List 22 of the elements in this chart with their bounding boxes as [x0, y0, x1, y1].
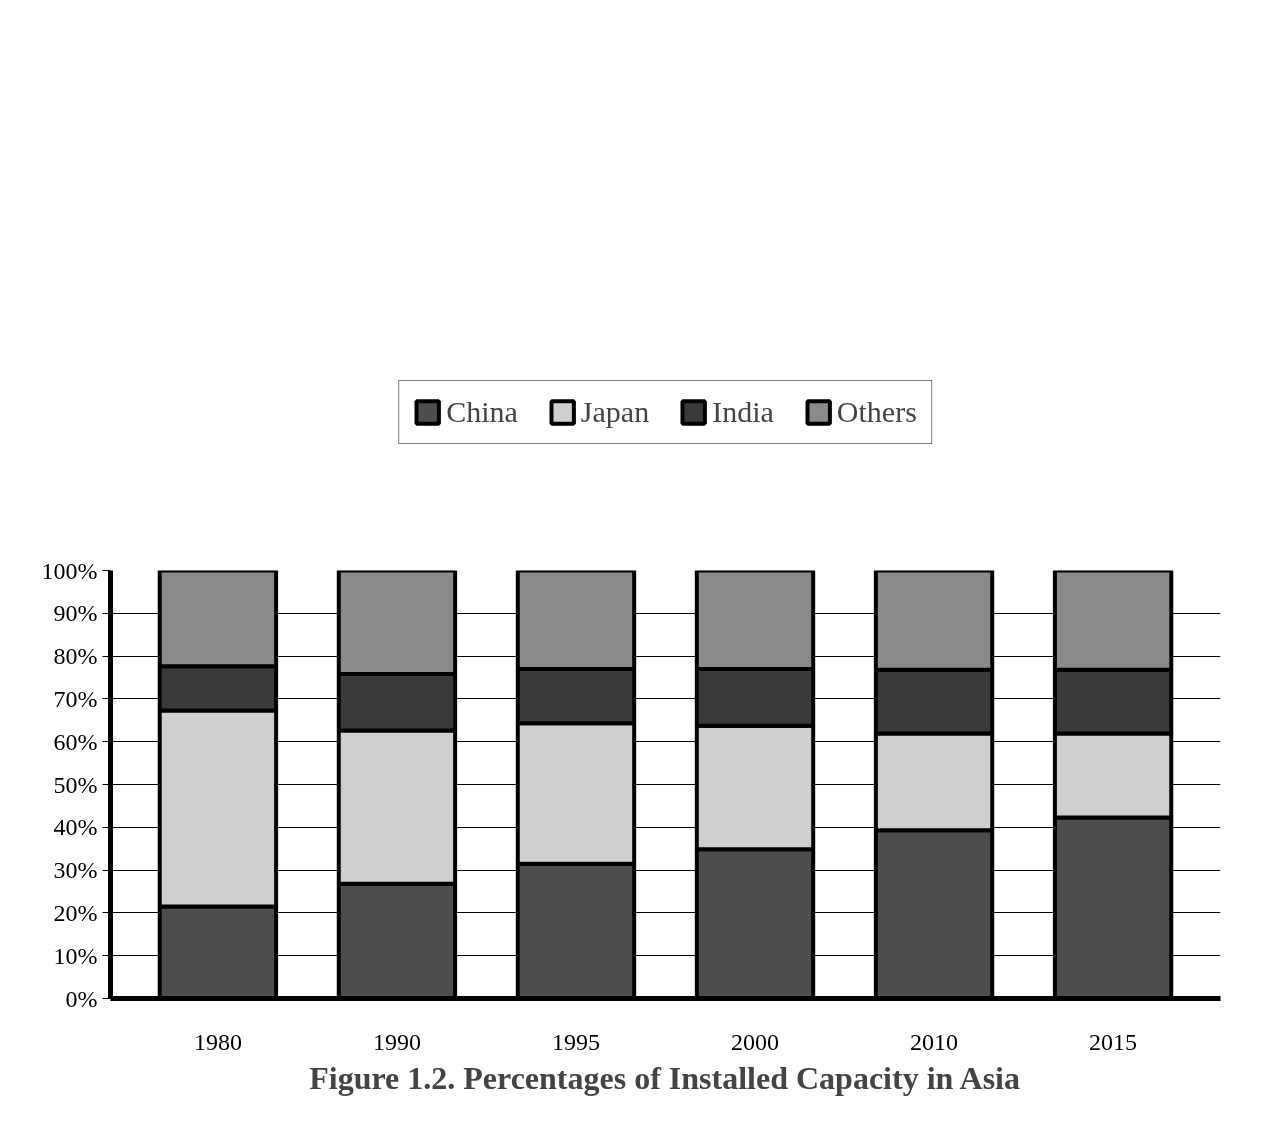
y-tick-label: 20% — [53, 899, 98, 926]
y-tick-label: 90% — [53, 600, 98, 627]
x-tick-label: 1995 — [551, 1028, 600, 1055]
x-tick-label: 2010 — [910, 1028, 959, 1055]
y-tick-label: 60% — [53, 728, 98, 755]
legend-label: India — [712, 394, 774, 429]
y-tick-label: 80% — [53, 643, 98, 670]
y-tick-label: 30% — [53, 857, 98, 884]
legend-label: Japan — [580, 394, 650, 429]
x-tick-label: 2015 — [1089, 1028, 1138, 1055]
x-tick-label: 1990 — [372, 1028, 421, 1055]
legend-label: China — [446, 394, 518, 429]
x-tick-label: 2000 — [731, 1028, 780, 1055]
y-tick-label: 70% — [53, 685, 98, 712]
y-tick-label: 0% — [65, 985, 98, 1012]
y-tick-label: 10% — [53, 942, 98, 969]
y-tick-label: 40% — [53, 814, 98, 841]
x-tick-label: 1980 — [193, 1028, 242, 1055]
y-tick-label: 100% — [41, 557, 98, 584]
legend-label: Others — [836, 394, 917, 429]
text: Figure 1.2. Percentages of Installed Capacity in Asia — [309, 1059, 1021, 1096]
y-tick-label: 50% — [53, 771, 98, 798]
